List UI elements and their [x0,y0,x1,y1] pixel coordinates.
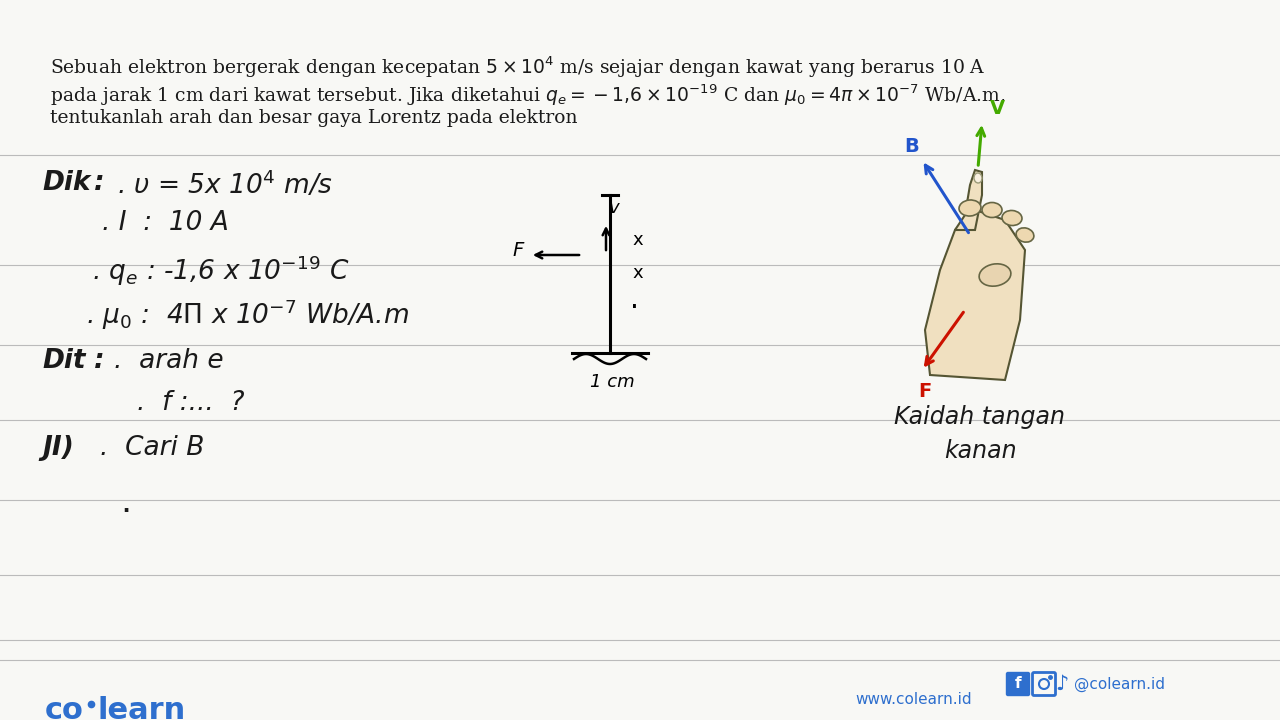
Text: x: x [632,231,644,249]
Text: .  f :...  ?: . f :... ? [137,390,244,416]
Text: www.colearn.id: www.colearn.id [855,692,972,707]
Text: . $\upsilon$ = 5x 10$^{4}$ m/s: . $\upsilon$ = 5x 10$^{4}$ m/s [116,170,333,200]
Text: x: x [632,264,644,282]
Text: Dik: Dik [42,170,91,196]
Text: . $\mu_0$ :  4$\Pi$ x 10$^{-7}$ Wb/A.m: . $\mu_0$ : 4$\Pi$ x 10$^{-7}$ Wb/A.m [86,298,410,333]
Text: B: B [904,137,919,156]
Text: :: : [93,348,105,374]
Ellipse shape [979,264,1011,286]
Text: .: . [630,286,639,314]
Text: F: F [512,241,524,261]
Text: v: v [609,199,620,217]
Polygon shape [925,210,1025,380]
Text: learn: learn [97,696,186,720]
Text: Sebuah elektron bergerak dengan kecepatan $5 \times 10^4$ m/s sejajar dengan kaw: Sebuah elektron bergerak dengan kecepata… [50,55,986,81]
Text: Dit: Dit [42,348,86,374]
FancyBboxPatch shape [1006,672,1029,696]
Text: .: . [120,485,131,519]
Text: V: V [989,99,1005,118]
Text: . I  :  10 A: . I : 10 A [102,210,229,236]
Text: ♪: ♪ [1055,674,1069,694]
Text: . $q_e$ : -1,6 x 10$^{-19}$ C: . $q_e$ : -1,6 x 10$^{-19}$ C [92,253,349,287]
Text: Kaidah tangan: Kaidah tangan [895,405,1065,429]
Text: F: F [918,382,932,401]
Ellipse shape [1002,210,1021,225]
Ellipse shape [974,173,982,183]
Text: JI): JI) [42,435,74,461]
Text: f: f [1015,677,1021,691]
Ellipse shape [982,202,1002,217]
Text: :: : [93,170,105,196]
Polygon shape [955,170,982,230]
Text: .  arah e: . arah e [114,348,224,374]
Text: 1 cm: 1 cm [590,373,635,391]
Ellipse shape [1016,228,1034,242]
Text: pada jarak 1 cm dari kawat tersebut. Jika diketahui $q_e = -1{,}6 \times 10^{-19: pada jarak 1 cm dari kawat tersebut. Jik… [50,82,1006,107]
Ellipse shape [959,200,980,216]
Text: kanan: kanan [943,439,1016,463]
Text: co: co [45,696,84,720]
Text: .  Cari B: . Cari B [100,435,205,461]
Text: @colearn.id: @colearn.id [1074,676,1165,692]
Text: tentukanlah arah dan besar gaya Lorentz pada elektron: tentukanlah arah dan besar gaya Lorentz … [50,109,577,127]
